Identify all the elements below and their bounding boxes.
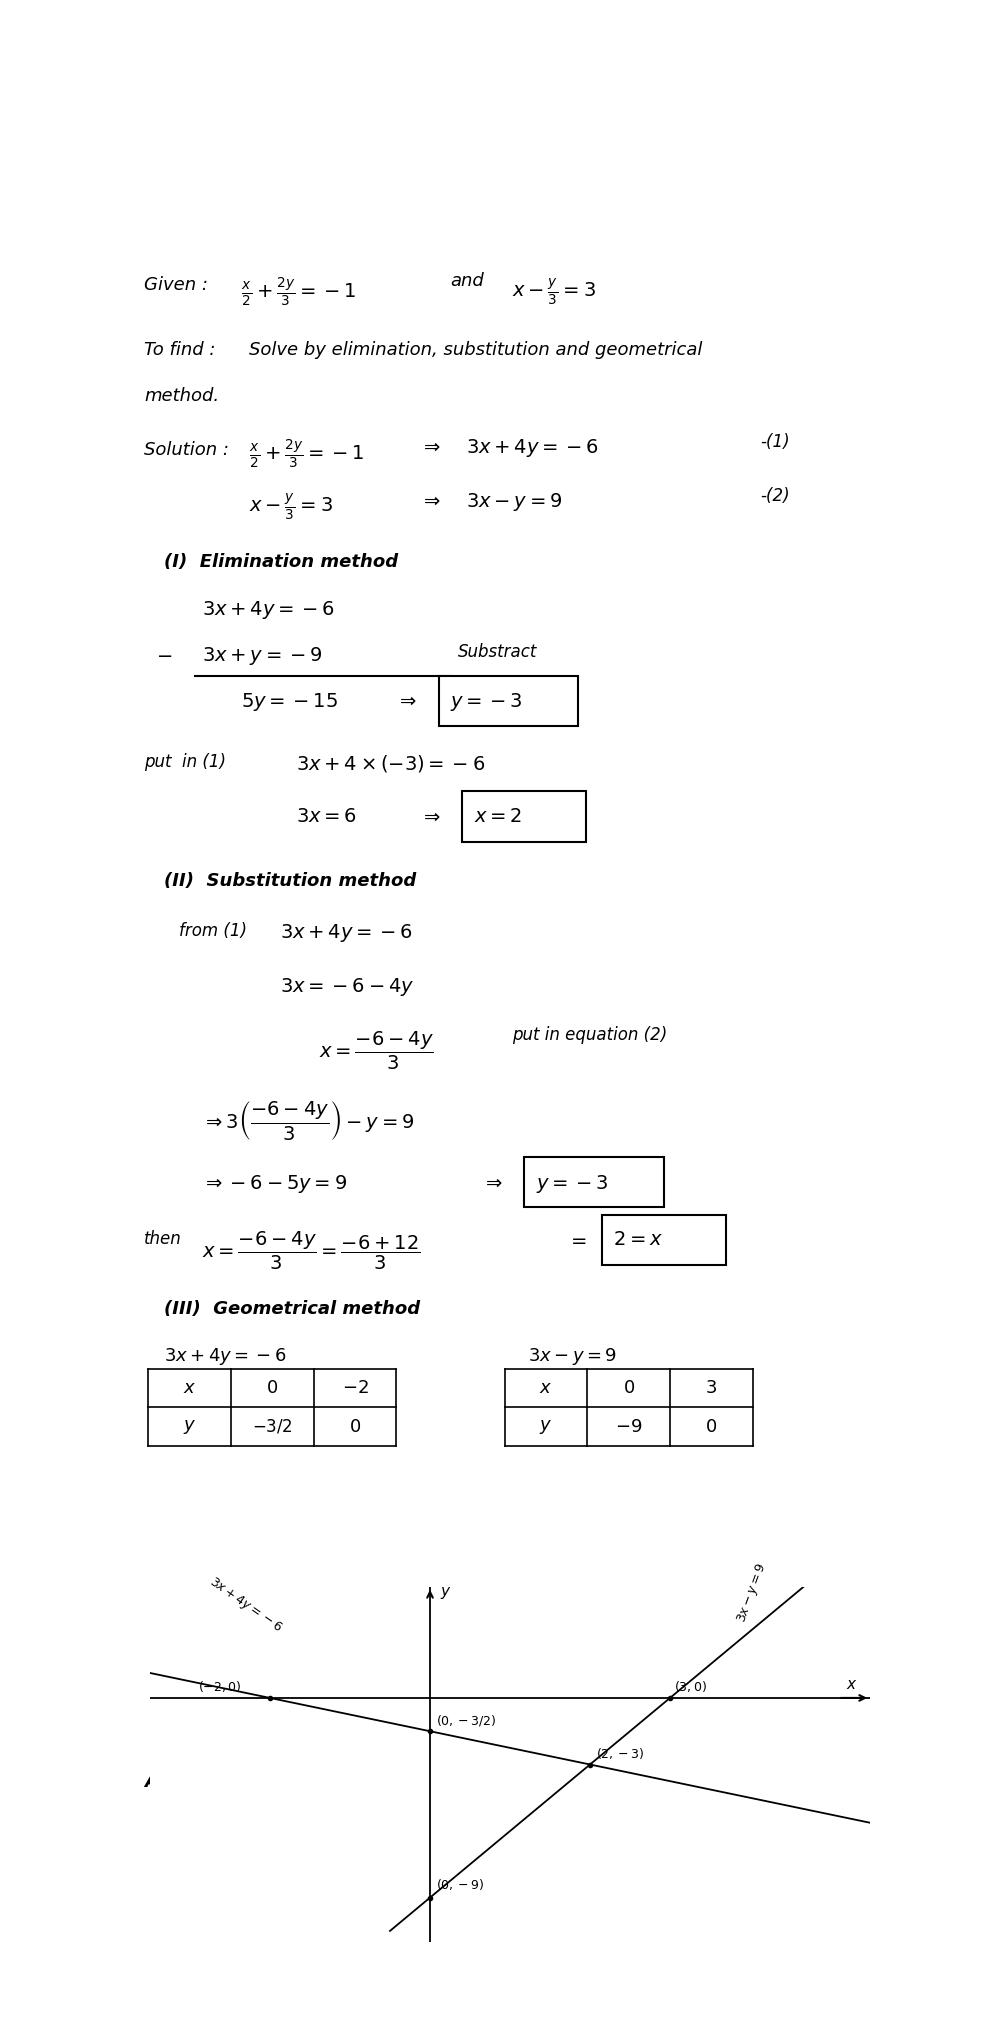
- Text: $(0,-3/2)$: $(0,-3/2)$: [436, 1713, 496, 1729]
- Text: $0$: $0$: [349, 1417, 361, 1435]
- Text: $y = -3$: $y = -3$: [536, 1174, 608, 1194]
- Text: $\Rightarrow$: $\Rightarrow$: [396, 691, 417, 709]
- Text: $x$: $x$: [846, 1676, 858, 1693]
- Text: $0$: $0$: [705, 1417, 717, 1435]
- Text: (I)  Elimination method: (I) Elimination method: [164, 553, 398, 572]
- Text: put in equation (2): put in equation (2): [512, 1026, 668, 1044]
- Text: put  in (1): put in (1): [144, 752, 226, 770]
- Text: $\frac{x}{2} + \frac{2y}{3} = -1$: $\frac{x}{2} + \frac{2y}{3} = -1$: [249, 438, 364, 470]
- Text: $\Rightarrow$: $\Rightarrow$: [420, 807, 441, 825]
- Text: $-9$: $-9$: [615, 1417, 642, 1435]
- Text: $\Rightarrow 3\left(\dfrac{-6-4y}{3}\right) - y = 9$: $\Rightarrow 3\left(\dfrac{-6-4y}{3}\rig…: [202, 1099, 415, 1143]
- Text: $(3,0)$: $(3,0)$: [674, 1678, 707, 1695]
- FancyBboxPatch shape: [439, 675, 578, 726]
- Text: $(0,-9)$: $(0,-9)$: [436, 1877, 485, 1891]
- Text: Given :: Given :: [144, 276, 208, 294]
- Text: $x - \frac{y}{3} = 3$: $x - \frac{y}{3} = 3$: [512, 276, 596, 306]
- Text: then: then: [144, 1230, 182, 1249]
- Text: $3x-y=9$: $3x-y=9$: [734, 1561, 770, 1626]
- Text: $-2$: $-2$: [342, 1378, 368, 1397]
- Text: ,   $y = -3$: , $y = -3$: [373, 1774, 470, 1796]
- Text: $3x + 4y = -6$: $3x + 4y = -6$: [202, 600, 335, 620]
- Text: $x$: $x$: [183, 1378, 196, 1397]
- Text: To find :: To find :: [144, 341, 216, 359]
- FancyBboxPatch shape: [524, 1157, 664, 1208]
- Text: $y$: $y$: [539, 1417, 553, 1435]
- Text: $3x + 4 \times (-3) = -6$: $3x + 4 \times (-3) = -6$: [296, 752, 485, 774]
- Text: $\Rightarrow$: $\Rightarrow$: [482, 1174, 503, 1192]
- Text: Solution :: Solution :: [144, 442, 229, 460]
- Text: $0$: $0$: [623, 1378, 635, 1397]
- Text: $3x + 4y = -6$: $3x + 4y = -6$: [280, 922, 413, 945]
- Text: $x - \frac{y}{3} = 3$: $x - \frac{y}{3} = 3$: [249, 491, 333, 523]
- Text: (II)  Substitution method: (II) Substitution method: [164, 872, 416, 890]
- Text: from (1): from (1): [179, 922, 247, 941]
- Text: $\frac{x}{2} + \frac{2y}{3} = -1$: $\frac{x}{2} + \frac{2y}{3} = -1$: [241, 276, 356, 308]
- Text: $\Rightarrow -6 - 5y = 9$: $\Rightarrow -6 - 5y = 9$: [202, 1174, 348, 1194]
- Text: $y = -3$: $y = -3$: [450, 691, 523, 714]
- Text: -(1): -(1): [761, 434, 790, 452]
- Text: $-3/2$: $-3/2$: [252, 1417, 292, 1435]
- Text: $3x - y = 9$: $3x - y = 9$: [528, 1346, 617, 1366]
- Text: (III)  Geometrical method: (III) Geometrical method: [164, 1299, 420, 1318]
- FancyBboxPatch shape: [602, 1214, 726, 1265]
- Text: $3x = 6$: $3x = 6$: [296, 807, 357, 825]
- FancyBboxPatch shape: [462, 791, 586, 841]
- Text: $0$: $0$: [266, 1378, 278, 1397]
- Text: $x = 2$: $x = 2$: [474, 807, 522, 825]
- Text: $3x+4y=-6$: $3x+4y=-6$: [206, 1573, 286, 1636]
- Text: $=$: $=$: [567, 1230, 587, 1249]
- Text: $x = \dfrac{-6 - 4y}{3}$: $x = \dfrac{-6 - 4y}{3}$: [319, 1030, 434, 1072]
- Text: $(2,-3)$: $(2,-3)$: [596, 1745, 645, 1761]
- Text: $x$: $x$: [539, 1378, 553, 1397]
- Text: $3x + y = -9$: $3x + y = -9$: [202, 645, 323, 667]
- Text: Answer :: Answer :: [144, 1774, 233, 1792]
- Text: $y$: $y$: [440, 1585, 451, 1601]
- Text: Substract: Substract: [458, 643, 538, 661]
- Text: $5y = -15$: $5y = -15$: [241, 691, 338, 714]
- Text: $3x = -6 - 4y$: $3x = -6 - 4y$: [280, 977, 414, 997]
- Text: $y$: $y$: [183, 1417, 196, 1435]
- Text: Solve by elimination, substitution and geometrical: Solve by elimination, substitution and g…: [249, 341, 702, 359]
- Text: $x = 2$: $x = 2$: [257, 1774, 305, 1792]
- Text: method.: method.: [144, 387, 220, 405]
- Text: $x = \dfrac{-6 - 4y}{3} = \dfrac{-6 + 12}{3}$: $x = \dfrac{-6 - 4y}{3} = \dfrac{-6 + 12…: [202, 1230, 421, 1273]
- Text: $(-2,0)$: $(-2,0)$: [198, 1678, 241, 1695]
- Text: $2 = x$: $2 = x$: [613, 1230, 663, 1249]
- Text: $3x + 4y = -6$: $3x + 4y = -6$: [164, 1346, 286, 1366]
- Text: $3x - y = 9$: $3x - y = 9$: [466, 491, 562, 513]
- Text: -(2): -(2): [761, 486, 790, 505]
- Text: $\Rightarrow$: $\Rightarrow$: [420, 491, 441, 511]
- Text: $\Rightarrow$: $\Rightarrow$: [420, 438, 441, 456]
- Text: $3$: $3$: [705, 1378, 717, 1397]
- Text: $3x + 4y = -6$: $3x + 4y = -6$: [466, 438, 599, 460]
- Text: $-$: $-$: [156, 645, 172, 665]
- Text: and: and: [450, 272, 484, 290]
